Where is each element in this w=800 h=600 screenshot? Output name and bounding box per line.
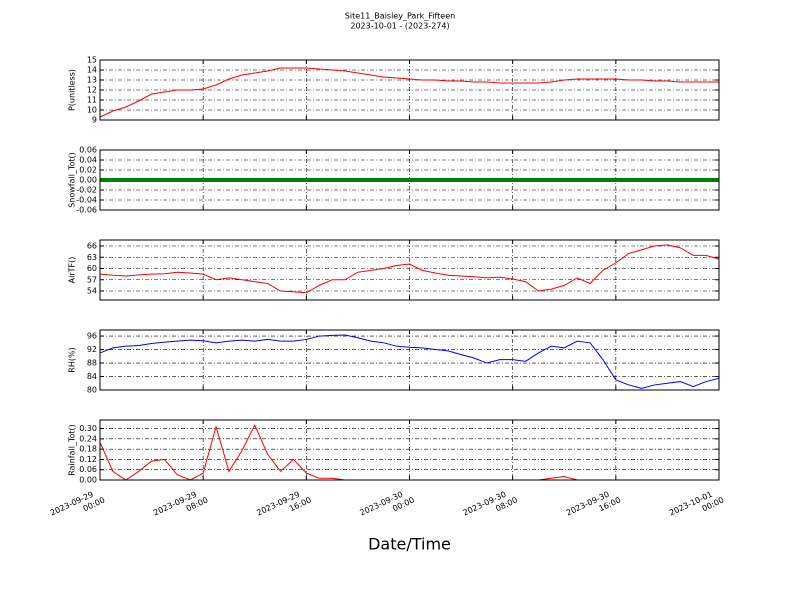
y-tick-label: 14: [87, 66, 97, 75]
x-tick-label: 2023-09-3008:00: [461, 486, 518, 526]
y-tick-label: 84: [87, 372, 97, 381]
x-tick-label: 2023-09-2908:00: [152, 486, 209, 526]
chart-subtitle: 2023-10-01 - (2023-274): [350, 22, 449, 31]
y-axis-label: Snowfall_Tot(): [68, 152, 77, 208]
y-tick-label: 0.00: [79, 476, 97, 485]
y-axis-label: AirTF(): [68, 257, 77, 284]
x-tick-label: 2023-09-3016:00: [565, 486, 622, 526]
series-line: [99, 67, 719, 118]
x-axis-label: Date/Time: [368, 535, 451, 554]
plot-frame: [99, 329, 720, 391]
y-tick-label: -0.02: [76, 186, 97, 195]
y-tick-label: 12: [87, 86, 97, 95]
y-tick-label: 88: [87, 359, 97, 368]
y-axis-label: Rainfall_Tot(): [68, 424, 77, 476]
y-tick-label: 10: [87, 106, 97, 115]
plot-frame: [99, 59, 720, 121]
y-axis-label: RH(%): [68, 347, 77, 372]
y-tick-label: 0.02: [79, 166, 97, 175]
y-axis-label: P(unitless): [68, 69, 77, 111]
y-tick-label: 0.24: [79, 434, 97, 443]
y-tick-label: 13: [87, 76, 97, 85]
y-tick-label: 11: [87, 96, 97, 105]
x-tick-label: 2023-10-0100:00: [668, 486, 725, 526]
y-tick-label: 15: [87, 56, 97, 65]
x-tick-label: 2023-09-2900:00: [49, 486, 106, 526]
y-tick-label: -0.04: [76, 196, 97, 205]
y-tick-label: -0.06: [76, 206, 97, 215]
x-tick-label: 2023-09-2916:00: [255, 486, 312, 526]
series-line: [99, 334, 720, 389]
y-tick-label: 80: [87, 386, 97, 395]
y-tick-label: 0.06: [79, 146, 97, 155]
series-line: [99, 244, 720, 294]
y-tick-label: 60: [87, 264, 97, 273]
y-tick-label: 0.04: [79, 156, 97, 165]
plot-frame: [99, 419, 720, 481]
plot-frame: [99, 239, 720, 301]
y-tick-label: 0.12: [79, 455, 97, 464]
chart-title: Site11_Baisley_Park_Fifteen: [345, 12, 455, 21]
y-tick-label: 92: [87, 345, 97, 354]
y-tick-label: 9: [92, 116, 97, 125]
y-tick-label: 63: [87, 253, 97, 262]
y-tick-label: 57: [87, 275, 97, 284]
x-tick-label: 2023-09-3000:00: [358, 486, 415, 526]
y-tick-label: 0.18: [79, 445, 97, 454]
y-tick-label: 0.30: [79, 424, 97, 433]
plot-frame: [99, 149, 720, 211]
y-tick-label: 54: [87, 287, 97, 296]
y-tick-label: 0.00: [79, 176, 97, 185]
y-tick-label: 96: [87, 332, 97, 341]
y-tick-label: 0.06: [79, 465, 97, 474]
y-tick-label: 66: [87, 242, 97, 251]
